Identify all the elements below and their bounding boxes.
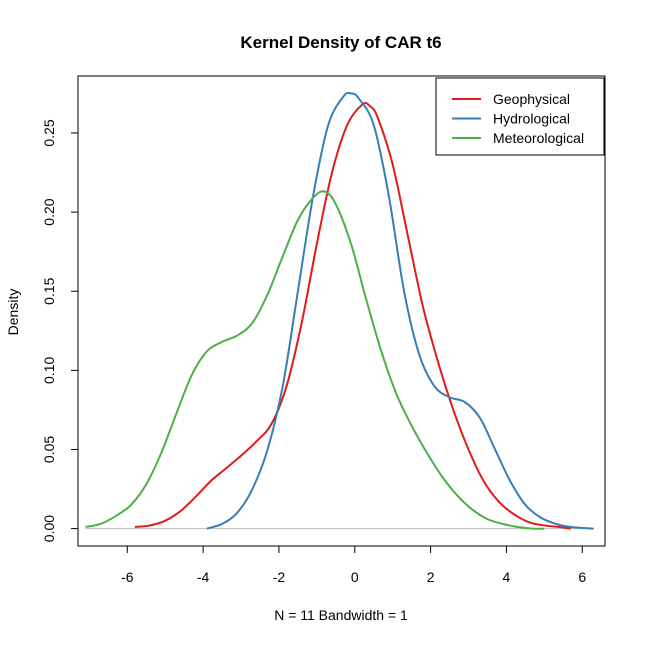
series-line-meteorological bbox=[85, 190, 545, 530]
x-tick-label: 6 bbox=[578, 569, 586, 585]
y-tick-label: 0.10 bbox=[41, 357, 57, 384]
density-curves bbox=[85, 91, 594, 530]
x-tick-label: -2 bbox=[273, 569, 286, 585]
y-tick-label: 0.15 bbox=[41, 277, 57, 304]
x-axis-label: N = 11 Bandwidth = 1 bbox=[274, 607, 408, 623]
y-tick-label: 0.05 bbox=[41, 436, 57, 463]
y-axis: 0.00 0.05 0.10 0.15 0.20 0.25 bbox=[41, 119, 79, 542]
x-axis: -6 -4 -2 0 2 4 6 bbox=[121, 545, 586, 585]
legend-box bbox=[435, 77, 605, 156]
x-tick-label: 4 bbox=[503, 569, 511, 585]
chart-title: Kernel Density of CAR t6 bbox=[240, 33, 441, 52]
legend-label-meteorological: Meteorological bbox=[493, 130, 584, 146]
legend: Geophysical Hydrological Meteorological bbox=[435, 77, 605, 156]
x-tick-label: 0 bbox=[351, 569, 359, 585]
series-line-geophysical bbox=[134, 102, 572, 530]
y-tick-label: 0.00 bbox=[41, 515, 57, 542]
x-tick-label: 2 bbox=[427, 569, 435, 585]
series-line-hydrological bbox=[206, 91, 594, 530]
legend-label-hydrological: Hydrological bbox=[493, 111, 570, 127]
x-tick-label: -4 bbox=[197, 569, 210, 585]
x-tick-label: -6 bbox=[121, 569, 134, 585]
y-axis-label: Density bbox=[5, 289, 21, 336]
legend-label-geophysical: Geophysical bbox=[493, 91, 570, 107]
y-tick-label: 0.20 bbox=[41, 198, 57, 225]
y-tick-label: 0.25 bbox=[41, 119, 57, 146]
